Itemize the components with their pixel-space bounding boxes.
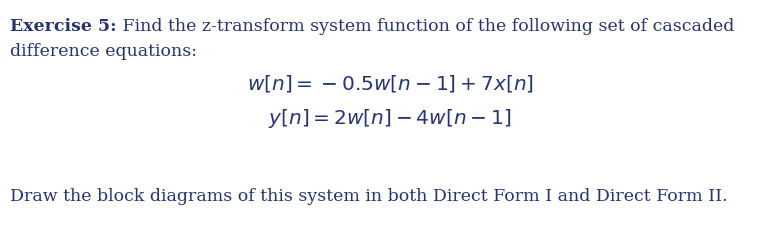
Text: $w[n] = -0.5w[n-1] + 7x[n]$: $w[n] = -0.5w[n-1] + 7x[n]$ [246, 73, 534, 94]
Text: Find the z-transform system function of the following set of cascaded: Find the z-transform system function of … [117, 18, 734, 35]
Text: difference equations:: difference equations: [10, 43, 197, 60]
Text: Exercise 5:: Exercise 5: [10, 18, 117, 35]
Text: $y[n] = 2w[n] - 4w[n-1]$: $y[n] = 2w[n] - 4w[n-1]$ [268, 107, 512, 130]
Text: Draw the block diagrams of this system in both Direct Form I and Direct Form II.: Draw the block diagrams of this system i… [10, 187, 728, 204]
